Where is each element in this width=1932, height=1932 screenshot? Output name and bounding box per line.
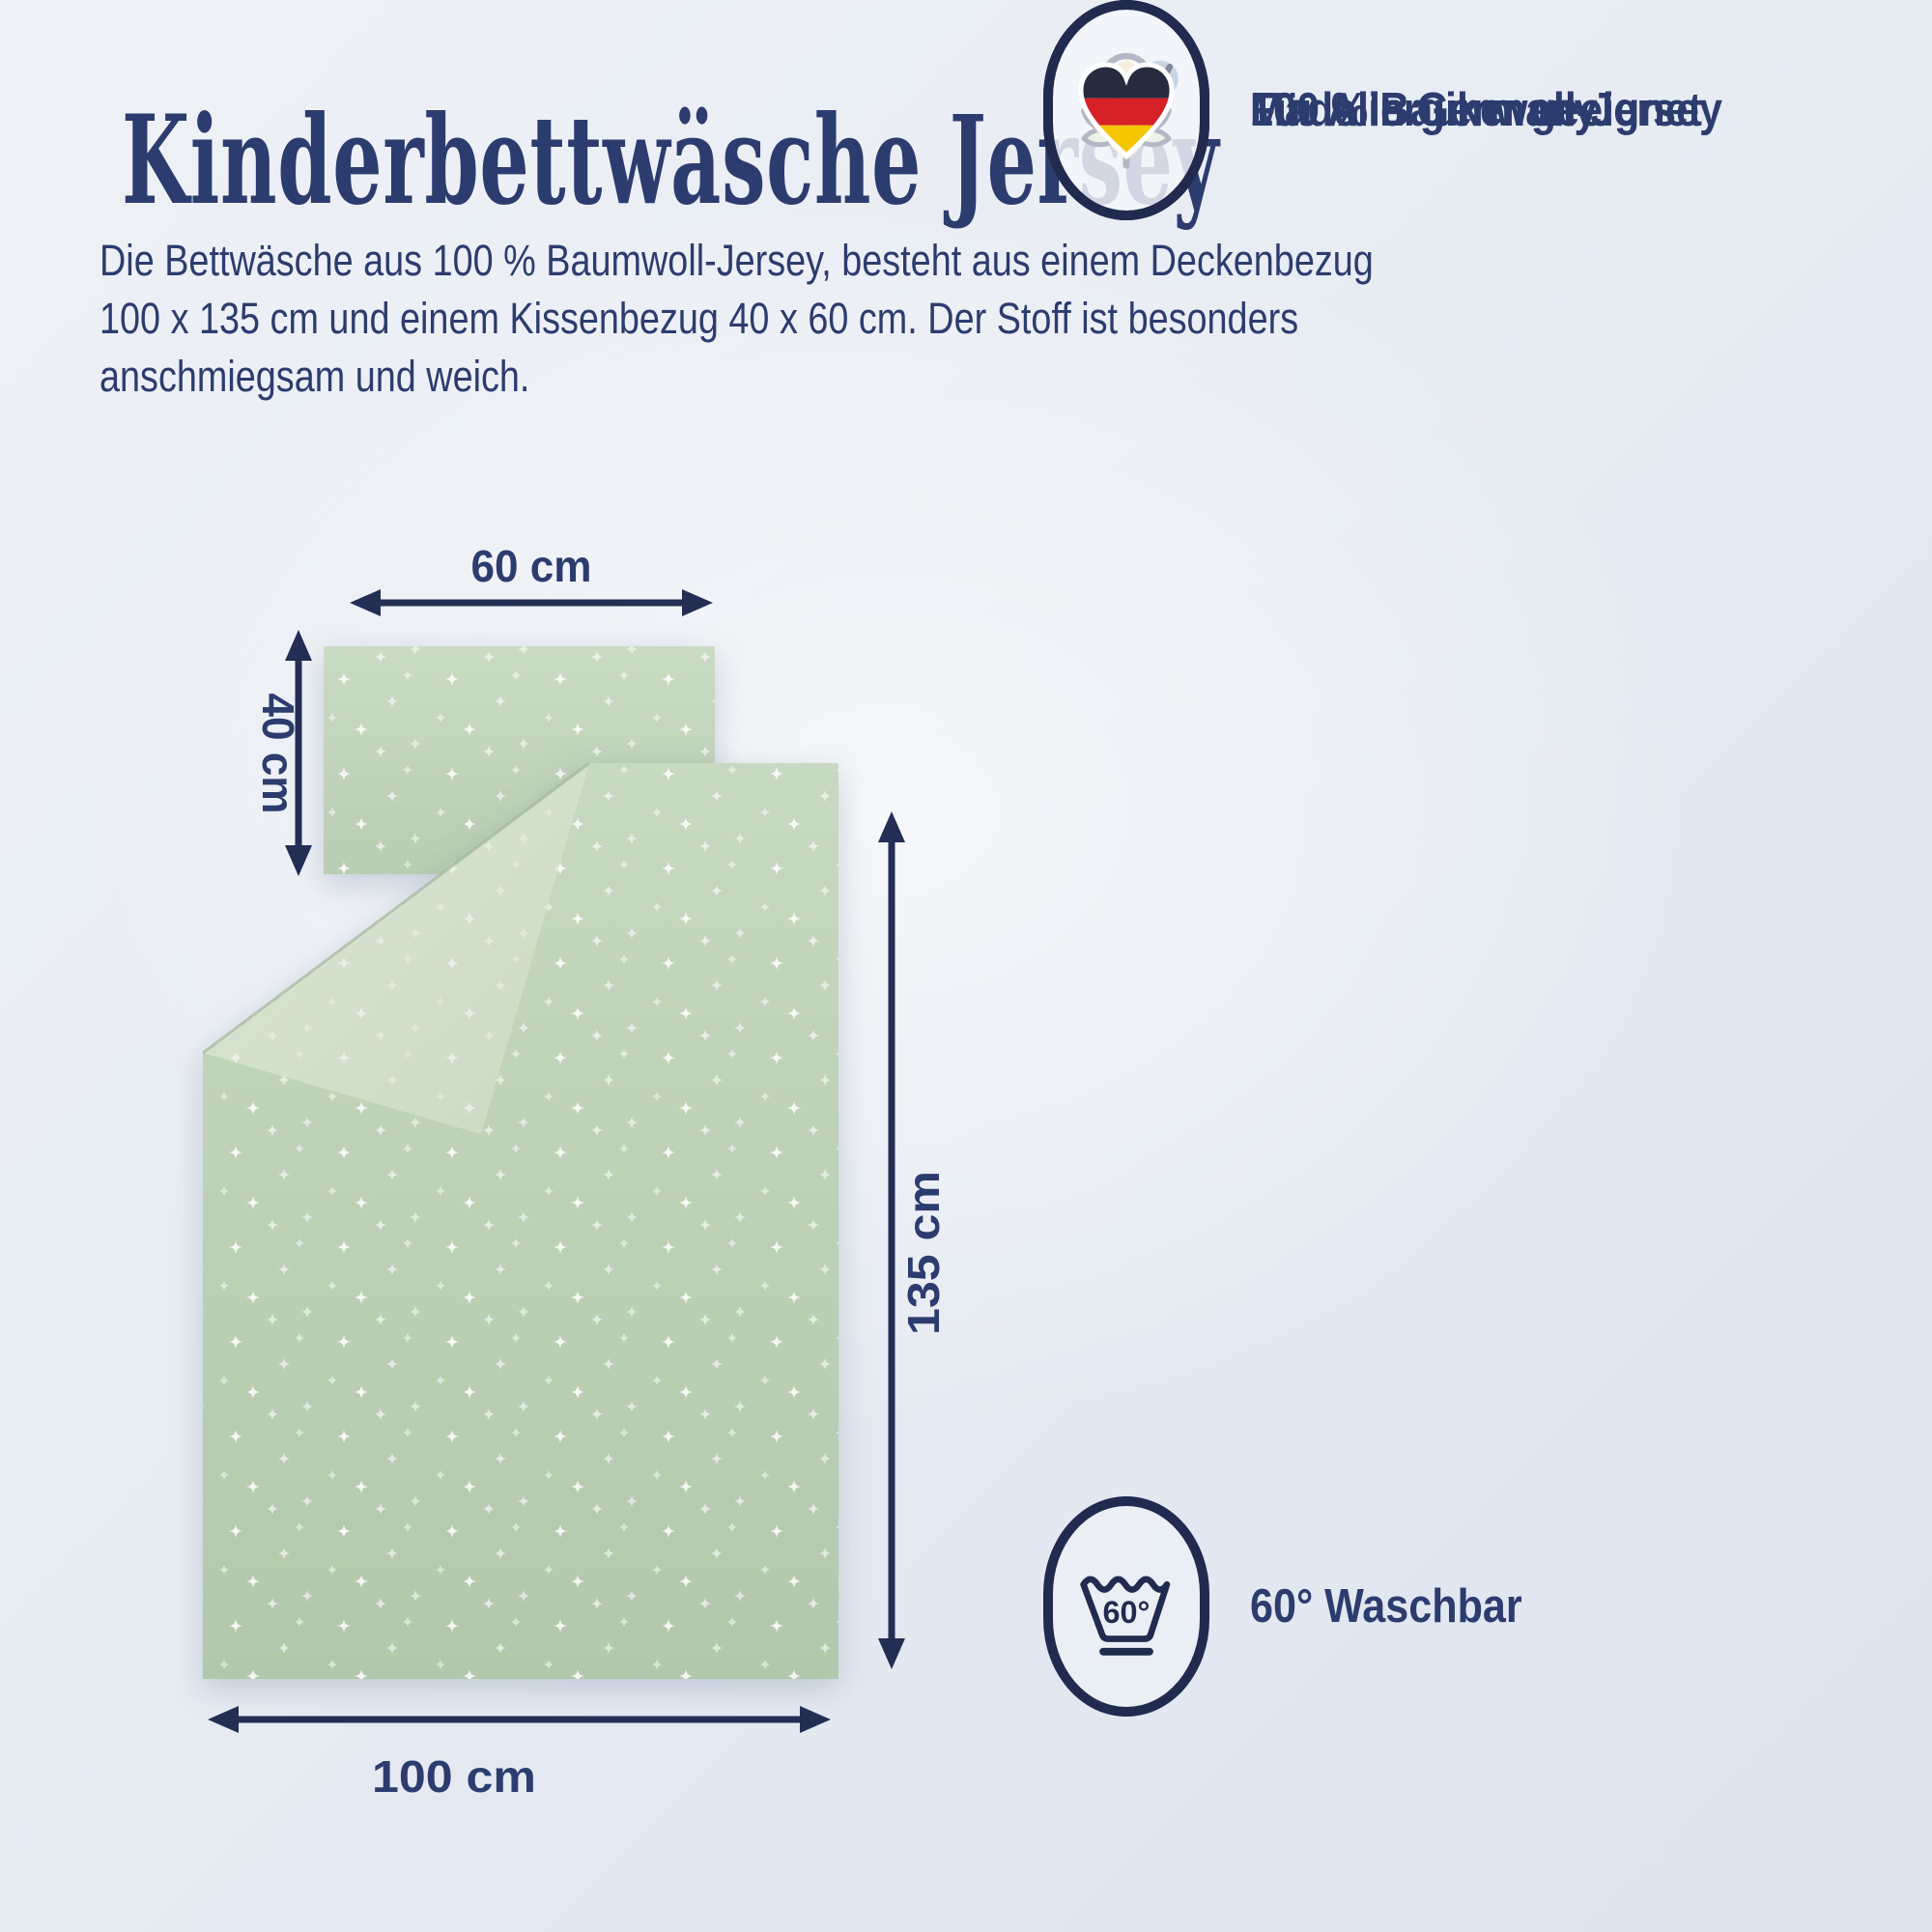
feature-label-washable: 60° Waschbar	[1250, 1580, 1522, 1633]
duvet-height-label: 135 cm	[898, 1171, 949, 1335]
duvet-fold-flap	[202, 761, 590, 1134]
wash-tub-icon: 60°	[1080, 1576, 1171, 1656]
pillow-width-label: 60 cm	[471, 541, 592, 591]
description-line: anschmiegsam und weich.	[99, 352, 530, 401]
german-flag-heart-icon	[1078, 62, 1175, 159]
duvet-width-label: 100 cm	[372, 1751, 536, 1802]
duvet-height-dimension: 135 cm	[878, 811, 949, 1669]
feature-made-in-germany: Made in Germany	[1043, 0, 1644, 220]
duvet-cover-graphic	[202, 761, 838, 1679]
duvet-width-dimension: 100 cm	[208, 1706, 831, 1802]
pillow-height-label: 40 cm	[253, 694, 303, 814]
description-line: Die Bettwäsche aus 100 % Baumwoll-Jersey…	[99, 236, 1374, 285]
description-line: 100 x 135 cm und einem Kissenbezug 40 x …	[99, 294, 1299, 343]
feature-label-allergy: Für Allergiker geeignet	[1250, 84, 1703, 136]
pillow-width-dimension: 60 cm	[350, 541, 713, 616]
page-title: Kinderbettwäsche Jersey	[122, 89, 1220, 232]
wash-60-icon: 60°	[1043, 1496, 1209, 1717]
product-description: Die Bettwäsche aus 100 % Baumwoll-Jersey…	[99, 232, 1374, 406]
wash-temperature-badge: 60°	[1103, 1595, 1151, 1630]
germany-heart-icon	[1043, 0, 1209, 220]
feature-label-made-in-germany: Made in Germany	[1250, 84, 1598, 136]
feature-washable: 60° 60° Waschbar	[1043, 1496, 1559, 1717]
feature-label-cotton: 100 % Baumwoll-Jersey	[1250, 84, 1722, 136]
pillow-height-dimension: 40 cm	[253, 630, 312, 876]
